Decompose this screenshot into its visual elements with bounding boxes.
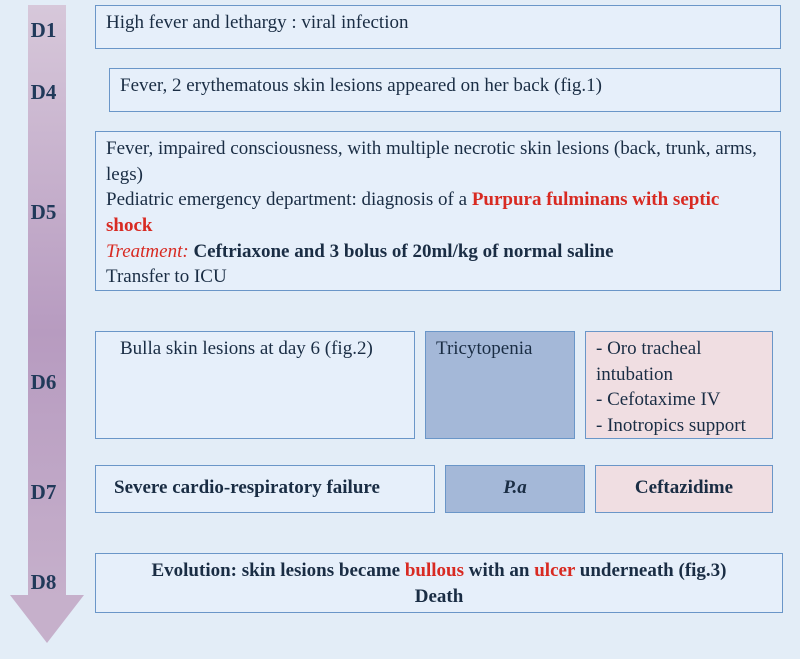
d6-col2-text: Tricytopenia — [436, 338, 532, 359]
d8-line1: Evolution: skin lesions became bullous w… — [106, 558, 772, 584]
d6-col1-text: Bulla skin lesions at day 6 (fig.2) — [120, 338, 373, 359]
d7-col2: P.a — [445, 465, 585, 513]
day-label-d4: D4 — [6, 80, 81, 105]
day-label-d1: D1 — [6, 18, 81, 43]
d7-col3: Ceftazidime — [595, 465, 773, 513]
d5-line4: Transfer to ICU — [106, 264, 770, 290]
d4-box: Fever, 2 erythematous skin lesions appea… — [109, 68, 781, 112]
day-label-d6: D6 — [6, 370, 81, 395]
d5-treatment-label: Treatment: — [106, 241, 189, 262]
d6-col3-item0: - Oro tracheal intubation — [596, 336, 762, 387]
d8-w2: ulcer — [534, 560, 575, 581]
d1-box: High fever and lethargy : viral infectio… — [95, 5, 781, 49]
d4-text: Fever, 2 erythematous skin lesions appea… — [120, 75, 602, 96]
d5-line1: Fever, impaired consciousness, with mult… — [106, 136, 770, 187]
d6-col2: Tricytopenia — [425, 331, 575, 439]
d6-col3-item1: - Cefotaxime IV — [596, 387, 762, 413]
day-label-d5: D5 — [6, 200, 81, 225]
d8-mid: with an — [464, 560, 534, 581]
d7-col1-text: Severe cardio-respiratory failure — [114, 475, 424, 501]
d8-box: Evolution: skin lesions became bullous w… — [95, 553, 783, 613]
d6-col3-item2: - Inotropics support — [596, 413, 762, 439]
d7-row: Severe cardio-respiratory failure P.a Ce… — [95, 465, 783, 513]
d1-text: High fever and lethargy : viral infectio… — [106, 12, 409, 33]
d6-row: Bulla skin lesions at day 6 (fig.2) Tric… — [95, 331, 783, 439]
arrow-head-icon — [10, 595, 84, 643]
d5-line2a: Pediatric emergency department: diagnosi… — [106, 189, 472, 210]
d5-line3: Treatment: Ceftriaxone and 3 bolus of 20… — [106, 239, 770, 265]
d8-w1: bullous — [405, 560, 464, 581]
d5-treatment-text: Ceftriaxone and 3 bolus of 20ml/kg of no… — [189, 241, 614, 262]
d5-line2: Pediatric emergency department: diagnosi… — [106, 187, 770, 238]
d8-line2: Death — [106, 584, 772, 610]
d5-box: Fever, impaired consciousness, with mult… — [95, 131, 781, 291]
day-label-d8: D8 — [6, 570, 81, 595]
d7-col3-text: Ceftazidime — [606, 475, 762, 501]
d7-col1: Severe cardio-respiratory failure — [95, 465, 435, 513]
day-label-d7: D7 — [6, 480, 81, 505]
d6-col3: - Oro tracheal intubation - Cefotaxime I… — [585, 331, 773, 439]
d7-col2-text: P.a — [456, 475, 574, 501]
d8-post: underneath (fig.3) — [575, 560, 726, 581]
d6-col1: Bulla skin lesions at day 6 (fig.2) — [95, 331, 415, 439]
d8-pre: Evolution: skin lesions became — [151, 560, 404, 581]
